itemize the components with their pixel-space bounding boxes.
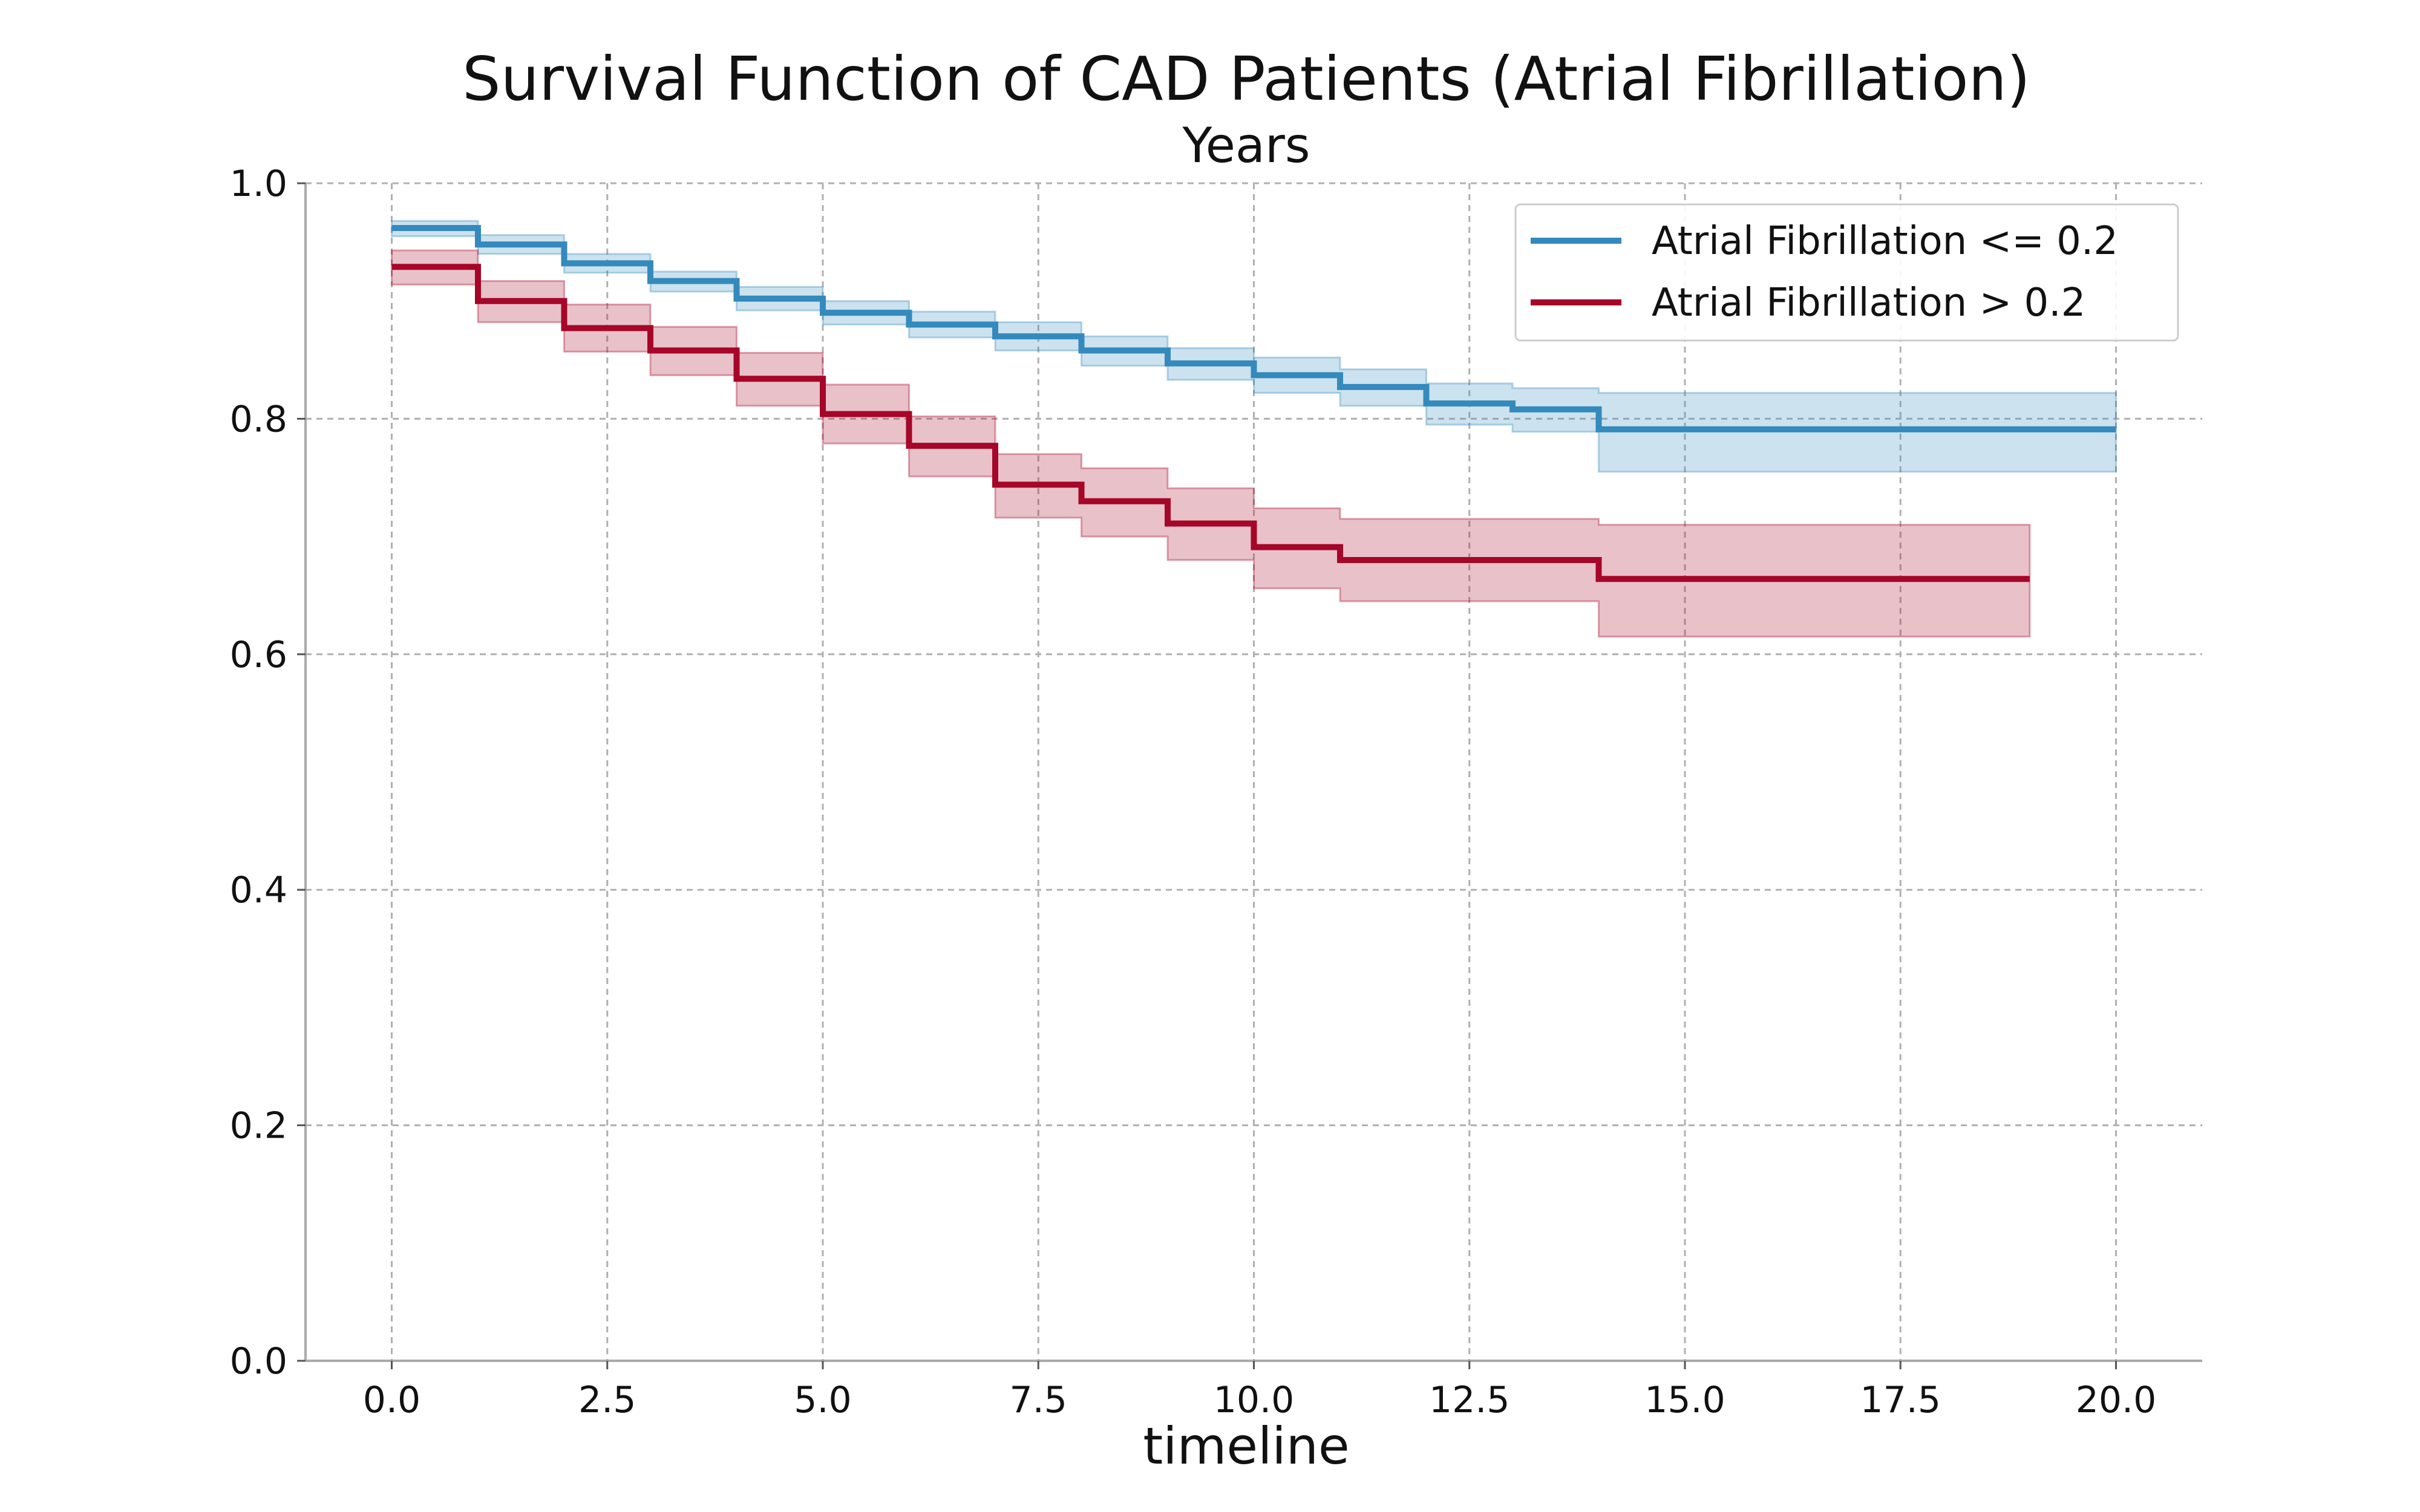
y-tick-label: 0.0 — [230, 1340, 287, 1383]
legend-label-af-low: Atrial Fibrillation <= 0.2 — [1652, 219, 2118, 264]
y-tick-label: 1.0 — [230, 163, 287, 205]
legend: Atrial Fibrillation <= 0.2 Atrial Fibrill… — [1514, 203, 2179, 342]
confidence-band-af-high — [391, 249, 2031, 638]
survival-line-af-high — [391, 264, 2030, 582]
x-tick-label: 10.0 — [1214, 1379, 1295, 1421]
legend-label-af-high: Atrial Fibrillation > 0.2 — [1652, 281, 2085, 325]
x-tick-label: 15.0 — [1644, 1379, 1725, 1421]
x-tick-label: 2.5 — [578, 1379, 636, 1421]
y-tick-label: 0.2 — [230, 1105, 287, 1147]
x-tick-label: 17.5 — [1860, 1379, 1941, 1421]
grid-layer — [306, 182, 2202, 1362]
y-tick-label: 0.8 — [230, 398, 287, 440]
survival-line-af-low — [391, 224, 2116, 432]
x-axis-label: timeline — [1143, 1416, 1349, 1476]
chart-subtitle: Years — [1182, 117, 1310, 174]
x-tick-label: 5.0 — [794, 1379, 851, 1421]
x-tick-label: 20.0 — [2076, 1379, 2157, 1421]
legend-box — [1514, 203, 2179, 342]
chart-title: Survival Function of CAD Patients (Atria… — [462, 44, 2030, 114]
y-tick-label: 0.4 — [230, 869, 287, 911]
x-tick-label: 0.0 — [363, 1379, 420, 1421]
y-tick-label: 0.6 — [230, 634, 287, 676]
x-tick-label: 12.5 — [1429, 1379, 1510, 1421]
survival-lines — [391, 224, 2116, 582]
tick-labels: 0.0 2.5 5.0 7.5 10.0 12.5 15.0 17.5 20.0 0.0 0.2 0.… — [230, 163, 2157, 1421]
x-tick-label: 7.5 — [1010, 1379, 1067, 1421]
